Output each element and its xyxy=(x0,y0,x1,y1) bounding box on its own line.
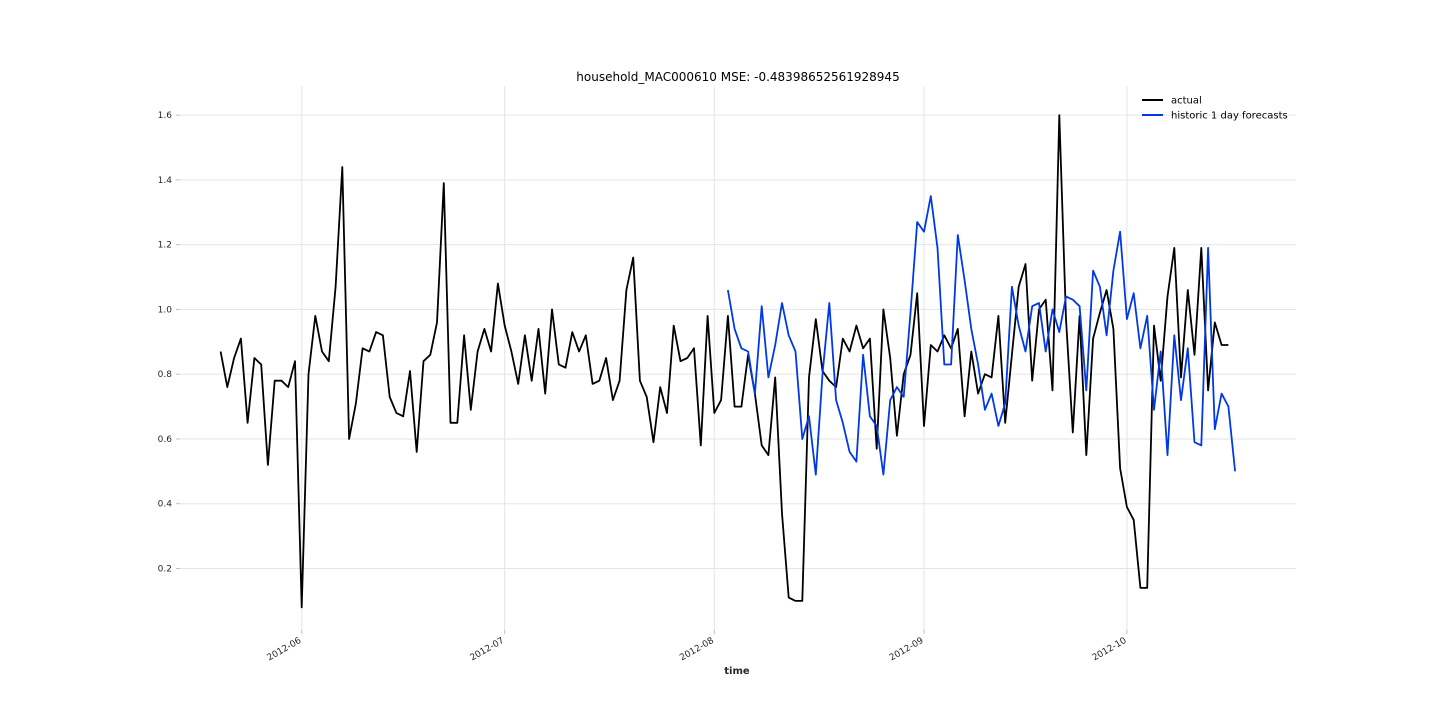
y-tick-label: 1.6 xyxy=(158,111,173,121)
y-tick-label: 1.4 xyxy=(158,176,173,186)
x-axis: 2012-06 2012-07 2012-08 2012-09 2012-10 xyxy=(266,630,1129,663)
legend-label-historic-1-day-forecasts: historic 1 day forecasts xyxy=(1171,111,1288,122)
y-axis: 0.2 0.4 0.6 0.8 1.0 1.2 1.4 1.6 xyxy=(158,111,180,574)
y-tick-label: 0.2 xyxy=(158,564,172,574)
x-tick-label: 2012-07 xyxy=(469,636,507,663)
chart-title: household_MAC000610 MSE: -0.483986525619… xyxy=(576,70,899,84)
x-axis-label: time xyxy=(724,666,750,677)
legend-label-actual: actual xyxy=(1171,96,1202,107)
y-tick-label: 0.8 xyxy=(158,370,173,380)
series-lines xyxy=(219,114,1236,609)
legend: actual historic 1 day forecasts xyxy=(1142,96,1288,122)
x-tick-label: 2012-06 xyxy=(266,636,304,664)
x-tick-label: 2012-08 xyxy=(678,636,716,664)
x-tick-label: 2012-10 xyxy=(1091,636,1129,664)
y-tick-label: 0.4 xyxy=(158,500,173,510)
y-tick-label: 1.2 xyxy=(158,241,172,251)
y-tick-label: 0.6 xyxy=(158,435,173,445)
y-tick-label: 1.0 xyxy=(158,305,173,315)
series-line-actual xyxy=(219,114,1229,609)
grid xyxy=(180,86,1296,630)
x-tick-label: 2012-09 xyxy=(888,636,926,664)
series-line-historic-1-day-forecasts xyxy=(727,195,1236,476)
